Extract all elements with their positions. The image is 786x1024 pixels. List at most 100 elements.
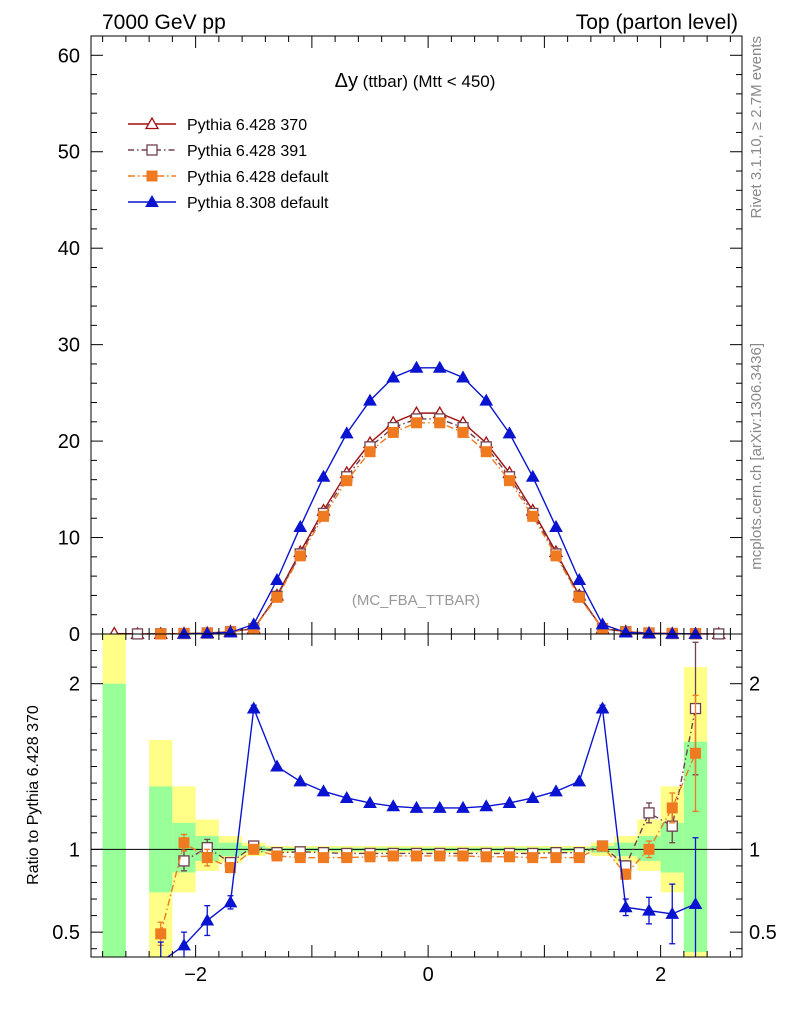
main-point [688, 626, 703, 639]
main-point [411, 417, 422, 429]
main-point [665, 626, 680, 639]
title-text: (ttbar) (Mtt < 450) [358, 72, 495, 91]
ratio-axis-ticks: −2 0 2 0.5 0.5 1 1 2 2 [52, 634, 777, 986]
main-point [200, 626, 215, 639]
legend-label: Pythia 8.308 default [187, 195, 329, 212]
legend-marker [145, 194, 159, 207]
ratio-point [225, 862, 236, 874]
ratio-point [386, 799, 401, 812]
ratio-point [316, 784, 331, 797]
ratio-point [549, 784, 563, 797]
analysis-annotation: (MC_FBA_TTBAR) [352, 592, 480, 609]
ratio-point [341, 852, 353, 864]
ratio-point [178, 837, 190, 849]
ratio-point [159, 954, 162, 957]
ratio-y-tick-label-right: 0.5 [749, 922, 777, 944]
main-point [502, 426, 517, 439]
ratio-y-tick-label-left: 0.5 [52, 922, 80, 944]
main-y-tick-label: 20 [58, 431, 80, 453]
x-tick-label: 0 [423, 964, 434, 986]
ratio-point [502, 795, 517, 808]
main-point [341, 475, 353, 487]
ratio-point [177, 938, 191, 951]
ratio-point [293, 774, 308, 787]
main-point [479, 393, 494, 406]
main-y-tick-label: 40 [58, 238, 80, 260]
main-y-tick-label: 10 [58, 528, 80, 550]
ratio-point [479, 799, 494, 812]
ratio-point [246, 701, 261, 714]
main-point [364, 446, 376, 458]
main-point [457, 426, 469, 438]
ratio-line-pythia-6-428-391 [183, 708, 697, 868]
main-point [572, 572, 587, 585]
header-left-label: 7000 GeV pp [102, 11, 226, 34]
main-y-tick-label: 30 [58, 335, 80, 357]
ratio-band-green [660, 822, 684, 873]
main-point [504, 475, 515, 487]
main-point [527, 510, 539, 522]
mcplots-credit-label: mcplots.cern.ch [arXiv:1306.3436] [748, 343, 765, 570]
main-plot-title: Δy (ttbar) (Mtt < 450) [335, 70, 496, 92]
ratio-point [504, 851, 515, 863]
main-point [549, 519, 563, 532]
ratio-point [550, 852, 562, 864]
main-point [294, 550, 306, 562]
ratio-y-tick-label-left: 2 [69, 674, 80, 696]
main-point [480, 446, 492, 458]
ratio-point [620, 868, 632, 880]
ratio-band-green [149, 786, 173, 893]
legend-entry-pythia-6-428-391: Pythia 6.428 391 [128, 143, 307, 160]
ratio-point [665, 906, 680, 919]
legend: Pythia 6.428 370 Pythia 6.428 391 Pythia 6… [128, 116, 329, 212]
ratio-point [666, 802, 678, 814]
ratio-series-layer [155, 641, 703, 957]
ratio-point [690, 747, 701, 759]
main-point [525, 469, 540, 482]
ratio-point [573, 852, 585, 864]
ratio-point [597, 840, 608, 852]
legend-label: Pythia 6.428 default [187, 169, 329, 186]
main-point [387, 426, 399, 438]
x-tick-label: 2 [655, 964, 666, 986]
title-symbol: Δy [335, 70, 358, 92]
main-point [432, 360, 447, 373]
main-panel: 0 10 20 30 40 50 60 Δy (ttbar) (Mtt < 450) (MC… [58, 35, 743, 646]
ratio-point [155, 928, 167, 940]
main-point [409, 360, 424, 373]
ratio-series-pythia-8-308-default [157, 701, 703, 957]
main-point [434, 417, 446, 429]
ratio-uncertainty-bands [102, 634, 708, 957]
ratio-point [643, 807, 655, 819]
ratio-y-tick-label-left: 1 [69, 839, 80, 861]
main-y-tick-label: 60 [58, 45, 80, 67]
ratio-point [527, 852, 539, 864]
ratio-point [480, 851, 492, 863]
main-axis-ticks: 0 10 20 30 40 50 60 [58, 35, 742, 646]
legend-marker [146, 144, 158, 156]
ratio-point [201, 852, 213, 864]
ratio-series-pythia-6-428-default [155, 694, 701, 947]
ratio-point [457, 850, 469, 862]
main-point [642, 626, 656, 639]
legend-entry-pythia-6-428-default: Pythia 6.428 default [128, 169, 329, 186]
ratio-point [248, 843, 260, 855]
ratio-point [339, 790, 354, 803]
legend-marker [146, 170, 158, 182]
ratio-band-green [102, 683, 126, 957]
ratio-point [387, 850, 399, 862]
main-point [270, 572, 284, 585]
ratio-point [364, 851, 376, 863]
ratio-point [200, 913, 215, 926]
main-series-pythia-8-308-default [177, 360, 703, 639]
main-point [456, 370, 470, 383]
main-point [246, 617, 261, 630]
ratio-panel-frame [90, 633, 743, 958]
ratio-point [294, 852, 306, 864]
legend-entry-pythia-6-428-370: Pythia 6.428 370 [128, 116, 307, 134]
ratio-point [270, 759, 284, 772]
ratio-panel: −2 0 2 0.5 0.5 1 1 2 2 Ratio to Pythia 6.428 370 [25, 633, 777, 986]
ratio-point [434, 850, 446, 862]
ratio-point [643, 843, 655, 855]
